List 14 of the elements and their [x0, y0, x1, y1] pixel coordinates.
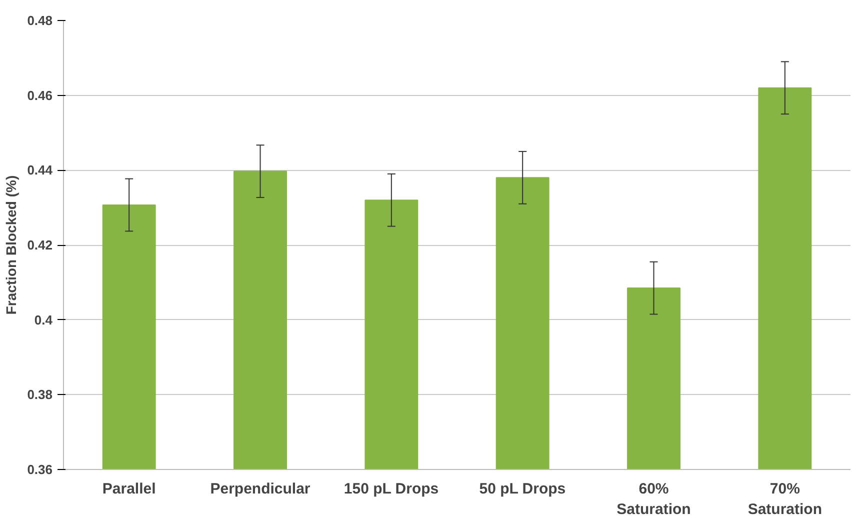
x-tick-label: 60% Saturation [616, 480, 691, 518]
y-tick-label: 0.46 [27, 88, 53, 103]
y-tick-label: 0.42 [27, 238, 53, 252]
x-tick-label: 70% Saturation [748, 480, 822, 518]
y-tick-label: 0.38 [27, 387, 53, 402]
x-tick-label: Parallel [102, 480, 156, 498]
y-axis-title: Fraction Blocked (%) [3, 175, 20, 315]
y-tick-label: 0.4 [34, 312, 54, 328]
x-tick-label: 150 pL Drops [344, 480, 439, 498]
y-tick-label: 0.44 [27, 162, 54, 178]
x-tick-label: Perpendicular [210, 480, 310, 498]
x-tick-label: 50 pL Drops [479, 480, 566, 498]
y-tick-label: 0.36 [27, 462, 53, 477]
y-tick-label: 0.48 [27, 13, 53, 28]
